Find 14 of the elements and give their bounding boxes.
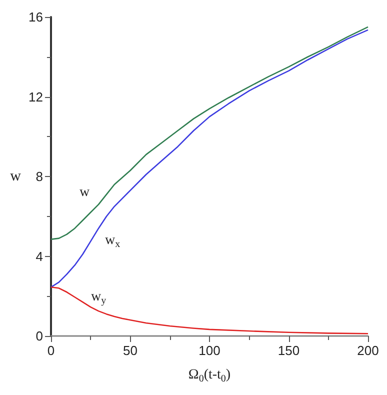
- x-tick-label: 150: [278, 343, 300, 358]
- x-tick-label: 200: [357, 343, 379, 358]
- y-tick-label: 4: [36, 248, 43, 264]
- y-tick-label: 8: [36, 169, 43, 184]
- y-tick-label: 16: [28, 10, 43, 24]
- y-axis-title: w: [10, 168, 22, 184]
- x-tick-label: 50: [123, 343, 138, 358]
- line-series: [50, 29, 369, 288]
- x-tick-label: 100: [198, 343, 220, 358]
- series-label: w: [79, 184, 90, 200]
- line-series: [50, 286, 369, 334]
- y-tick-label: 0: [36, 328, 43, 344]
- x-tick-label: 0: [47, 343, 55, 358]
- y-tick-label: 12: [28, 89, 43, 104]
